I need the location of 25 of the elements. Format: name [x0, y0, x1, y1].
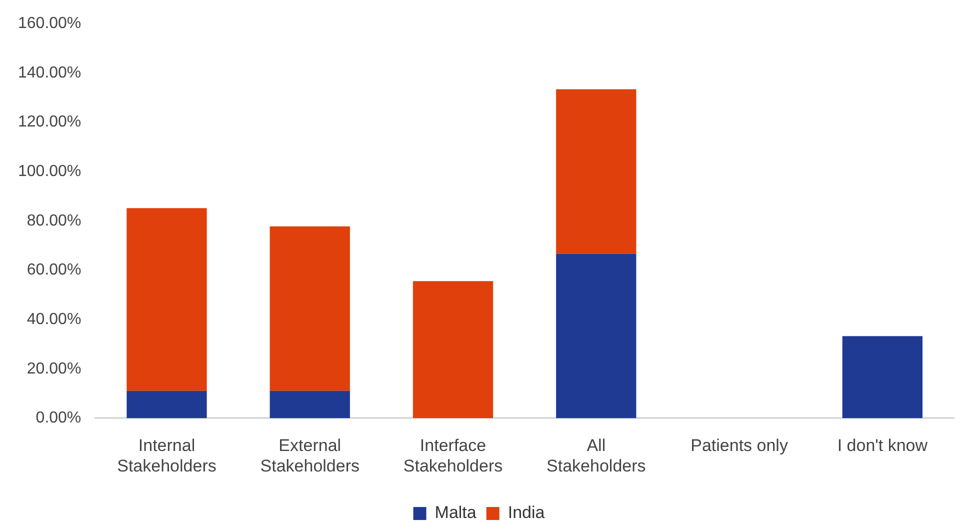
x-tick-label: I don't know [837, 436, 928, 456]
x-tick-label: Internal Stakeholders [117, 436, 216, 476]
bar [556, 254, 636, 418]
bar [126, 208, 207, 391]
x-tick-label: Patients only [690, 436, 788, 456]
x-tick-label: External Stakeholders [260, 436, 360, 476]
bar [270, 390, 350, 418]
y-tick-label: 0.00% [36, 410, 82, 427]
y-tick-label: 60.00% [26, 262, 82, 279]
bar [270, 226, 350, 391]
legend-label: Malta [434, 503, 477, 522]
bar [412, 281, 494, 418]
y-tick-label: 40.00% [26, 310, 82, 328]
y-tick-label: 100.00% [18, 162, 82, 180]
bar [556, 89, 636, 254]
x-tick-label: All Stakeholders [546, 436, 646, 476]
bar [126, 390, 207, 418]
legend-label: India [508, 503, 546, 522]
y-tick-label: 80.00% [26, 212, 82, 230]
x-tick-label: Interface Stakeholders [403, 436, 503, 476]
y-tick-label: 140.00% [18, 64, 82, 82]
y-tick-label: 160.00% [18, 15, 82, 32]
y-tick-label: 120.00% [18, 114, 82, 131]
y-tick-label: 20.00% [26, 360, 82, 378]
bar [842, 336, 923, 418]
